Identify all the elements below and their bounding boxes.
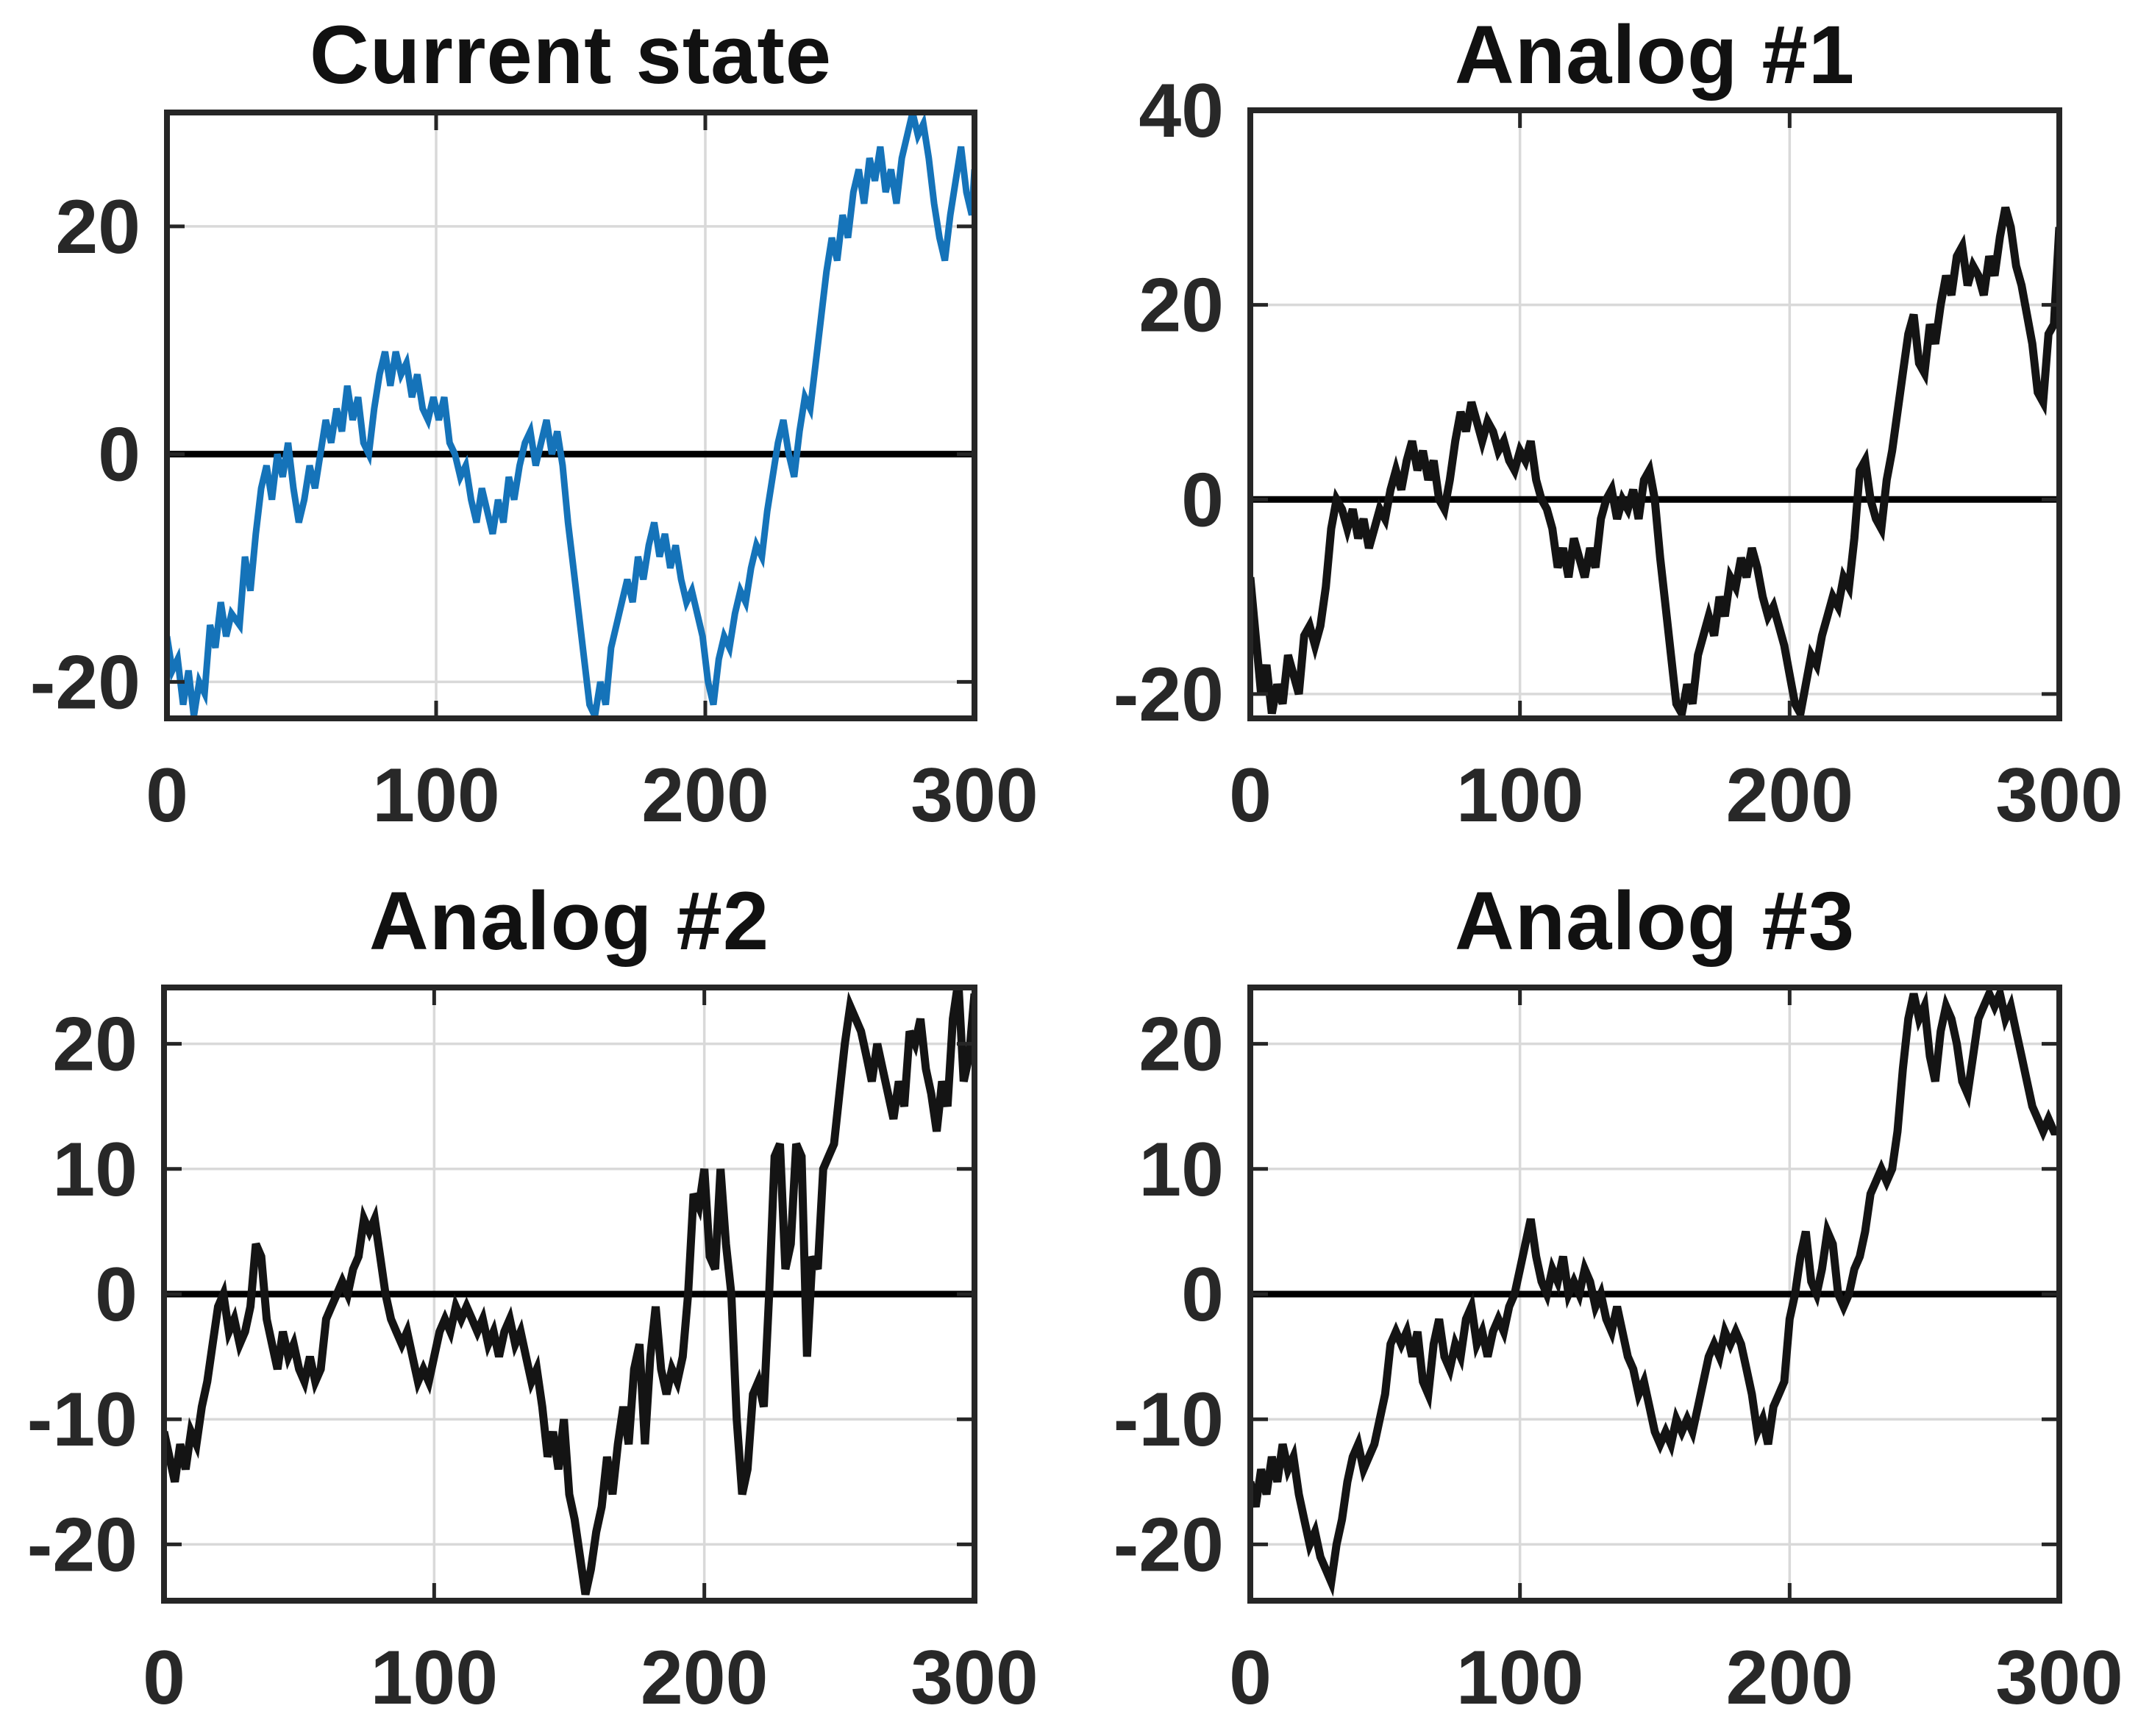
x-tick-label: 300 xyxy=(911,1635,1038,1721)
x-tick-label: 200 xyxy=(1726,1635,1854,1721)
plot-title-analog-2: Analog #2 xyxy=(368,875,770,967)
plot-area-current-state: 200-200 100 200 300 xyxy=(30,110,1038,838)
x-tick-label: 300 xyxy=(1995,753,2123,838)
y-tick-label: -20 xyxy=(27,1502,138,1587)
y-tick-label: 10 xyxy=(52,1127,138,1212)
series-line-analog-1 xyxy=(1250,206,2059,718)
y-tick-label: -20 xyxy=(1113,652,1224,737)
y-tick-label: 20 xyxy=(1139,263,1224,349)
y-tick-label: 20 xyxy=(52,1002,138,1087)
axes-box xyxy=(164,110,977,721)
y-tick-label: 20 xyxy=(1139,1002,1224,1087)
series-line-current-state xyxy=(167,112,974,718)
plot-title-current-state: Current state xyxy=(309,9,833,101)
x-tick-label: 0 xyxy=(1229,1635,1272,1721)
y-tick-label: 0 xyxy=(1181,1252,1224,1337)
x-tick-label: 0 xyxy=(143,1635,185,1721)
axes-box xyxy=(1247,107,2062,721)
x-tick-label: 100 xyxy=(1456,1635,1584,1721)
x-tick-label: 0 xyxy=(1229,753,1272,838)
x-tick-label: 100 xyxy=(372,753,500,838)
x-tick-label: 0 xyxy=(146,753,188,838)
x-tick-label: 100 xyxy=(371,1635,499,1721)
y-tick-label: -20 xyxy=(30,640,140,725)
plot-title-analog-1: Analog #1 xyxy=(1454,9,1856,101)
x-tick-label: 200 xyxy=(1726,753,1854,838)
y-tick-label: 0 xyxy=(1181,457,1224,543)
x-tick-label: 200 xyxy=(641,753,769,838)
x-tick-label: 100 xyxy=(1456,753,1584,838)
series-line-analog-3 xyxy=(1250,987,2059,1597)
y-tick-label: 20 xyxy=(55,185,140,270)
y-tick-label: 40 xyxy=(1139,68,1224,154)
y-tick-label: 0 xyxy=(95,1252,138,1337)
y-tick-label: -10 xyxy=(1113,1377,1224,1462)
y-tick-label: -20 xyxy=(1113,1502,1224,1587)
x-tick-label: 300 xyxy=(1995,1635,2123,1721)
y-tick-label: 0 xyxy=(98,412,140,498)
x-tick-label: 200 xyxy=(641,1635,769,1721)
y-tick-label: -10 xyxy=(27,1377,138,1462)
plot-title-analog-3: Analog #3 xyxy=(1454,875,1856,967)
x-tick-label: 300 xyxy=(911,753,1038,838)
y-tick-label: 10 xyxy=(1139,1127,1224,1212)
series-line-analog-2 xyxy=(164,987,974,1596)
